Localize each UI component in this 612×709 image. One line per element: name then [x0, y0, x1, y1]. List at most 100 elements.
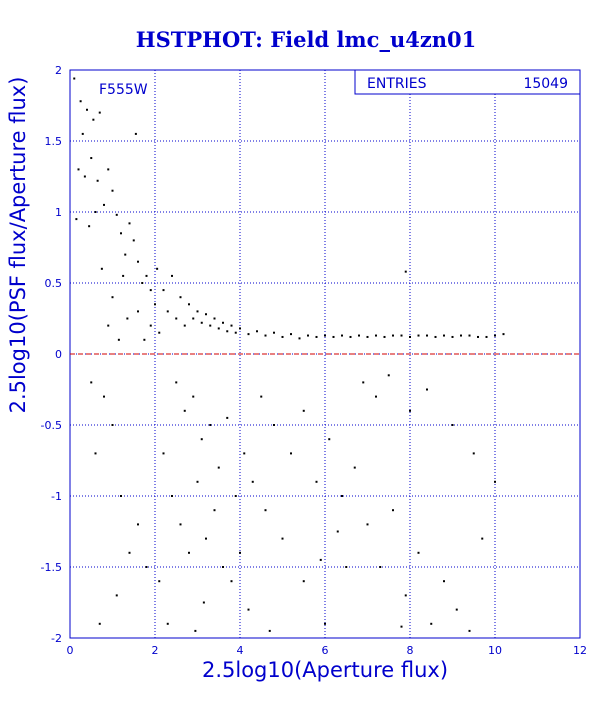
data-point — [175, 317, 178, 320]
data-point — [107, 324, 110, 327]
data-point — [328, 438, 331, 441]
data-point — [281, 537, 284, 540]
data-point — [251, 480, 254, 483]
data-point — [120, 232, 122, 235]
y-tick-label: -1 — [51, 490, 62, 503]
data-point — [79, 100, 82, 103]
data-point — [468, 334, 471, 337]
data-point — [404, 270, 407, 273]
data-point — [141, 282, 144, 284]
data-point — [273, 331, 275, 334]
data-point — [273, 424, 275, 426]
data-point — [217, 466, 220, 469]
data-point — [200, 321, 203, 324]
data-point — [188, 303, 190, 306]
data-point — [290, 452, 292, 455]
data-point — [90, 381, 93, 384]
data-point — [158, 580, 161, 583]
data-point — [409, 409, 411, 412]
data-point — [217, 327, 220, 330]
data-point — [196, 310, 199, 313]
y-tick-label: 2 — [55, 64, 62, 77]
data-point — [77, 168, 80, 171]
data-point — [315, 335, 318, 338]
data-point — [226, 330, 229, 333]
data-point — [115, 213, 118, 216]
data-point — [383, 335, 386, 338]
data-point — [375, 334, 377, 337]
data-point — [260, 395, 263, 398]
y-axis-label: 2.5log10(PSF flux/Aperture flux) — [6, 77, 30, 414]
data-point — [209, 424, 212, 426]
data-point — [73, 77, 76, 80]
data-point — [100, 267, 103, 270]
data-point — [122, 274, 125, 277]
data-point — [183, 409, 186, 412]
data-point — [290, 333, 292, 336]
y-tick-label: -0.5 — [41, 419, 62, 432]
data-point — [426, 388, 428, 391]
data-point — [213, 317, 216, 320]
data-point — [324, 334, 326, 337]
data-point — [115, 594, 118, 597]
data-point — [188, 551, 190, 554]
data-point — [149, 324, 152, 327]
data-point — [319, 558, 322, 561]
data-point — [103, 203, 105, 206]
data-point — [205, 313, 207, 316]
data-point — [92, 118, 95, 121]
y-tick-label: -2 — [51, 632, 62, 645]
data-point — [234, 495, 237, 497]
data-point — [120, 495, 122, 497]
data-point — [315, 480, 318, 483]
data-point — [468, 629, 471, 632]
data-point — [134, 132, 137, 135]
data-point — [175, 381, 178, 384]
data-point — [81, 132, 84, 135]
data-point — [341, 495, 343, 497]
data-point — [162, 289, 165, 292]
data-point — [379, 566, 382, 568]
data-point — [341, 334, 343, 337]
data-point — [128, 222, 131, 225]
data-point — [477, 335, 479, 338]
y-axis-tick-labels: -2 -1.5 -1 -0.5 0 0.5 1 1.5 2 — [41, 64, 62, 645]
data-point — [107, 168, 110, 171]
data-point — [430, 622, 433, 625]
x-tick-label: 10 — [488, 644, 502, 657]
data-point — [137, 523, 139, 526]
data-point — [298, 337, 301, 340]
data-point — [143, 338, 146, 341]
data-point — [392, 509, 394, 512]
data-point — [358, 334, 360, 337]
y-tick-label: -1.5 — [41, 561, 62, 574]
x-tick-label: 4 — [237, 644, 244, 657]
data-point — [485, 335, 488, 338]
data-point — [417, 551, 420, 554]
y-tick-label: 0.5 — [45, 277, 63, 290]
data-point — [366, 335, 369, 338]
data-point — [88, 225, 91, 228]
x-tick-label: 12 — [573, 644, 587, 657]
data-point — [194, 629, 197, 632]
data-point — [103, 395, 105, 398]
data-point — [230, 324, 233, 327]
data-point — [226, 416, 229, 419]
data-point — [192, 395, 195, 398]
data-point — [502, 333, 505, 336]
data-point — [264, 509, 267, 512]
data-point — [83, 175, 86, 178]
x-tick-label: 6 — [322, 644, 329, 657]
data-point — [126, 317, 129, 320]
data-point — [455, 608, 458, 611]
data-point — [302, 409, 305, 412]
data-point — [222, 566, 224, 568]
filter-label: F555W — [99, 82, 148, 98]
data-point — [494, 334, 496, 337]
data-point — [94, 452, 97, 455]
data-point — [128, 551, 131, 554]
data-point — [264, 334, 267, 337]
data-point — [171, 495, 173, 497]
data-point — [332, 335, 335, 338]
